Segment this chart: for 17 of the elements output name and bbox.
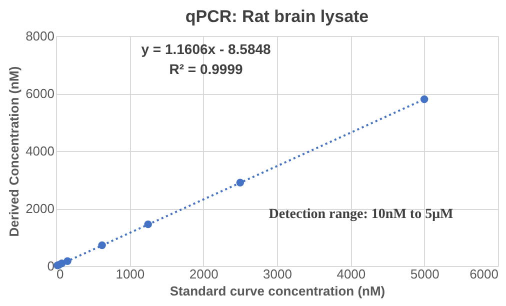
- x-tick-label: 6000: [470, 266, 498, 282]
- annotation: Detection range: 10nM to 5μM: [268, 207, 454, 222]
- y-tick-label: 8000: [26, 28, 54, 44]
- x-tick-label: 4000: [336, 266, 366, 282]
- chart-title: qPCR: Rat brain lysate: [185, 7, 369, 26]
- annotation: R² = 0.9999: [169, 61, 243, 77]
- y-tick-label: 4000: [26, 144, 54, 158]
- x-tick-label: 5000: [410, 266, 440, 282]
- x-tick-label: 2000: [189, 266, 218, 282]
- x-tick-label: 1000: [116, 266, 145, 282]
- x-tick-label: 0: [56, 266, 64, 282]
- y-axis-title: Derived Concentration (nM): [6, 66, 22, 237]
- annotation: y = 1.1606x - 8.5848: [141, 41, 272, 57]
- x-axis-title: Standard curve concentration (nM): [170, 284, 386, 298]
- y-tick-label: 2000: [26, 201, 54, 216]
- x-tick-label: 3000: [263, 266, 292, 282]
- y-tick-label: 6000: [26, 86, 54, 101]
